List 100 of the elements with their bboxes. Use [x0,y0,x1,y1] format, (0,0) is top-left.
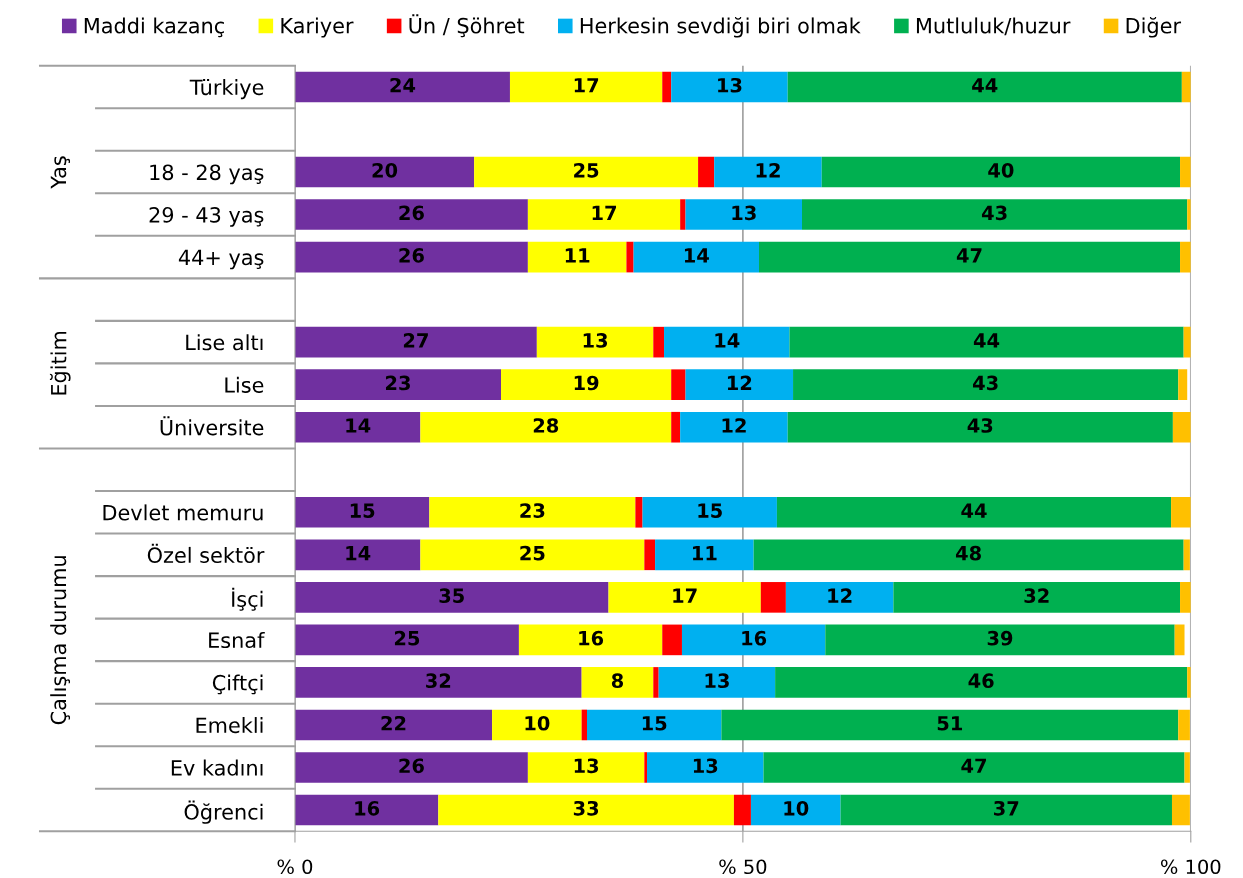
data-label: 43 [981,205,1007,221]
bar [294,71,510,103]
x-tick-label: % 100 [1160,859,1221,875]
bar [536,326,654,358]
data-label: 37 [994,800,1019,816]
data-label: 20 [372,162,398,178]
text: Çalışma durumu [50,556,71,725]
bar [775,667,1188,698]
bar [698,156,715,188]
y-tick-label: Özel sektör [147,543,265,564]
bar [821,156,1181,188]
bar [662,71,672,103]
data-label: 44 [972,78,998,93]
data-label: 12 [727,375,752,391]
bar [626,241,634,273]
x-tick-label: % 50 [719,859,767,875]
legend-label: Herkesin sevdiği biri olmak [580,16,861,38]
bar [509,71,663,103]
bar [635,496,643,528]
bar [294,369,501,400]
data-label: 23 [520,503,545,518]
legend-label: Mutluluk/huzur [916,17,1071,36]
bar [893,582,1181,613]
bar [581,667,654,698]
bar [642,496,777,528]
bar [840,794,1172,826]
data-label: 39 [987,630,1013,646]
y-tick-label: Çiftçi [212,674,263,695]
data-label: 26 [399,758,424,774]
data-label: 24 [390,77,416,93]
bar [681,624,826,656]
data-label: 16 [355,800,380,816]
y-tick-label: İşçi [232,587,263,611]
data-label: 11 [693,546,717,561]
bar [581,709,587,741]
y-tick-label: Türkiye [189,79,264,100]
legend-label: Ün / Şöhret [409,14,525,38]
bar [1171,496,1191,528]
data-label: 51 [937,716,963,731]
bar [644,539,656,571]
bar [294,582,609,613]
x-tick-label: % 0 [277,859,313,875]
bar [294,624,519,656]
bar [294,241,528,273]
bar [438,794,734,826]
data-label: 12 [828,588,852,603]
y-tick-label: Emekli [196,717,263,734]
y-tick-label: Öğrenci [184,800,263,824]
data-label: 22 [381,715,406,731]
bar [776,496,1172,528]
bar [733,794,751,826]
bar [1171,794,1190,826]
data-label: 13 [574,758,599,774]
bar [787,411,1173,443]
bar [787,71,1182,103]
bar [714,156,822,188]
bar [647,752,764,783]
bar [420,411,672,443]
y-tick-label: 44+ yaş [178,249,264,270]
legend-label: Kariyer [281,17,354,38]
data-label: 43 [972,375,998,391]
bar [662,624,682,656]
y-tick-label: 29 - 43 yaş [149,207,264,227]
bar [492,709,582,741]
data-label: 11 [565,248,590,263]
bar [527,199,681,230]
data-label: 13 [732,205,756,221]
bar [1184,752,1190,783]
bar [658,667,776,698]
bar [1172,411,1191,443]
bar [655,539,754,571]
bar [1174,624,1185,656]
data-label: 25 [574,162,599,178]
data-label: 44 [961,503,987,518]
bar [294,199,528,230]
data-label: 10 [525,715,550,731]
bar [825,624,1175,656]
data-label: 17 [592,205,617,220]
data-label: 15 [350,503,375,518]
bar [608,582,761,613]
legend-label: Diğer [1126,16,1182,38]
text: Eğitim [49,331,71,395]
bar [680,199,686,230]
data-label: 35 [439,588,464,603]
bar [1178,369,1188,400]
data-label: 15 [642,716,667,731]
data-label: 10 [784,800,809,816]
text: Yaş [50,156,71,189]
data-label: 16 [579,630,604,646]
data-label: 26 [399,248,424,263]
data-label: 43 [967,418,993,433]
bar [1180,156,1191,188]
data-label: 17 [574,78,599,93]
bar [294,667,582,698]
data-label: 12 [722,418,746,433]
data-label: 14 [346,546,371,561]
bar [671,71,788,103]
bar [653,326,665,358]
bar [1183,539,1190,571]
bar [644,752,648,783]
